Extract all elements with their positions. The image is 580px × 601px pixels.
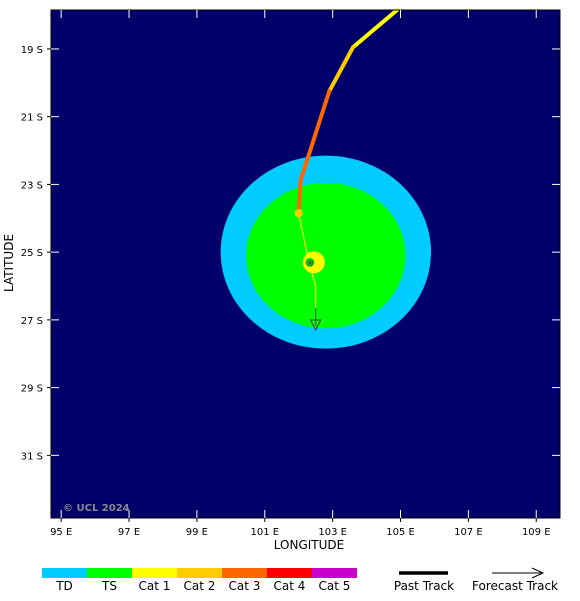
legend-category-label: TS [101, 579, 117, 593]
lon-tick-label: 97 E [118, 527, 140, 538]
legend-swatch [267, 568, 312, 578]
legend-category-label: Cat 3 [229, 579, 261, 593]
lon-tick-label: 105 E [386, 527, 415, 538]
forecast-arrow-icon [531, 567, 545, 579]
copyright-text: © UCL 2024 [63, 503, 130, 514]
legend-swatch [132, 568, 177, 578]
forecast-track-legend-label: Forecast Track [472, 579, 558, 593]
wind-zones [220, 155, 432, 349]
legend-category-label: Cat 4 [274, 579, 306, 593]
past-track-legend-label: Past Track [394, 579, 454, 593]
lat-tick-label: 29 S [21, 384, 43, 395]
cyclone-symbol-icon: ֍ [306, 258, 314, 269]
lat-tick-label: 21 S [21, 113, 43, 124]
legend-category-label: Cat 5 [319, 579, 351, 593]
forecast-track-line [298, 213, 317, 309]
latitude-ticks: 19 S 21 S 23 S 25 S 27 S 29 S 31 S [21, 45, 560, 462]
legend-category-label: Cat 1 [139, 579, 171, 593]
past-track-legend: Past Track [394, 571, 454, 593]
lon-tick-label: 109 E [522, 527, 551, 538]
storm-eye-marker [305, 257, 315, 267]
legend-swatch [177, 568, 222, 578]
past-track-segment [351, 8, 400, 50]
legend-swatch [312, 568, 357, 578]
lat-tick-label: 23 S [21, 180, 43, 191]
lon-tick-label: 101 E [250, 527, 279, 538]
lat-tick-label: 25 S [21, 248, 43, 259]
y-axis-title: LATITUDE [2, 234, 16, 292]
legend-swatch [87, 568, 132, 578]
lat-tick-label: 27 S [21, 316, 43, 327]
legend: TD TS Cat 1 Cat 2 Cat 3 Cat 4 Cat 5 [42, 568, 357, 593]
lon-tick-label: 107 E [454, 527, 483, 538]
longitude-ticks: 95 E 97 E 99 E 101 E 103 E 105 E 107 E 109 E [50, 10, 551, 538]
lon-tick-label: 99 E [186, 527, 208, 538]
past-track-segment [296, 179, 303, 216]
past-track-end-marker [294, 209, 303, 218]
lat-tick-label: 19 S [21, 45, 43, 56]
x-axis-title: LONGITUDE [274, 538, 344, 552]
legend-swatch [42, 568, 87, 578]
forecast-track-legend: Forecast Track [472, 567, 558, 593]
legend-swatch [222, 568, 267, 578]
past-track-segment [298, 89, 332, 184]
lon-tick-label: 103 E [318, 527, 347, 538]
lat-tick-label: 31 S [21, 451, 43, 462]
past-track-segment [327, 45, 356, 94]
legend-category-label: TD [55, 579, 73, 593]
map-frame [50, 9, 561, 519]
tropical-storm-wind-zone [246, 182, 406, 329]
forecast-arrow-head [309, 319, 322, 332]
lon-tick-label: 95 E [50, 527, 72, 538]
storm-tracks: ֍ [294, 8, 400, 332]
legend-category-label: Cat 2 [184, 579, 216, 593]
